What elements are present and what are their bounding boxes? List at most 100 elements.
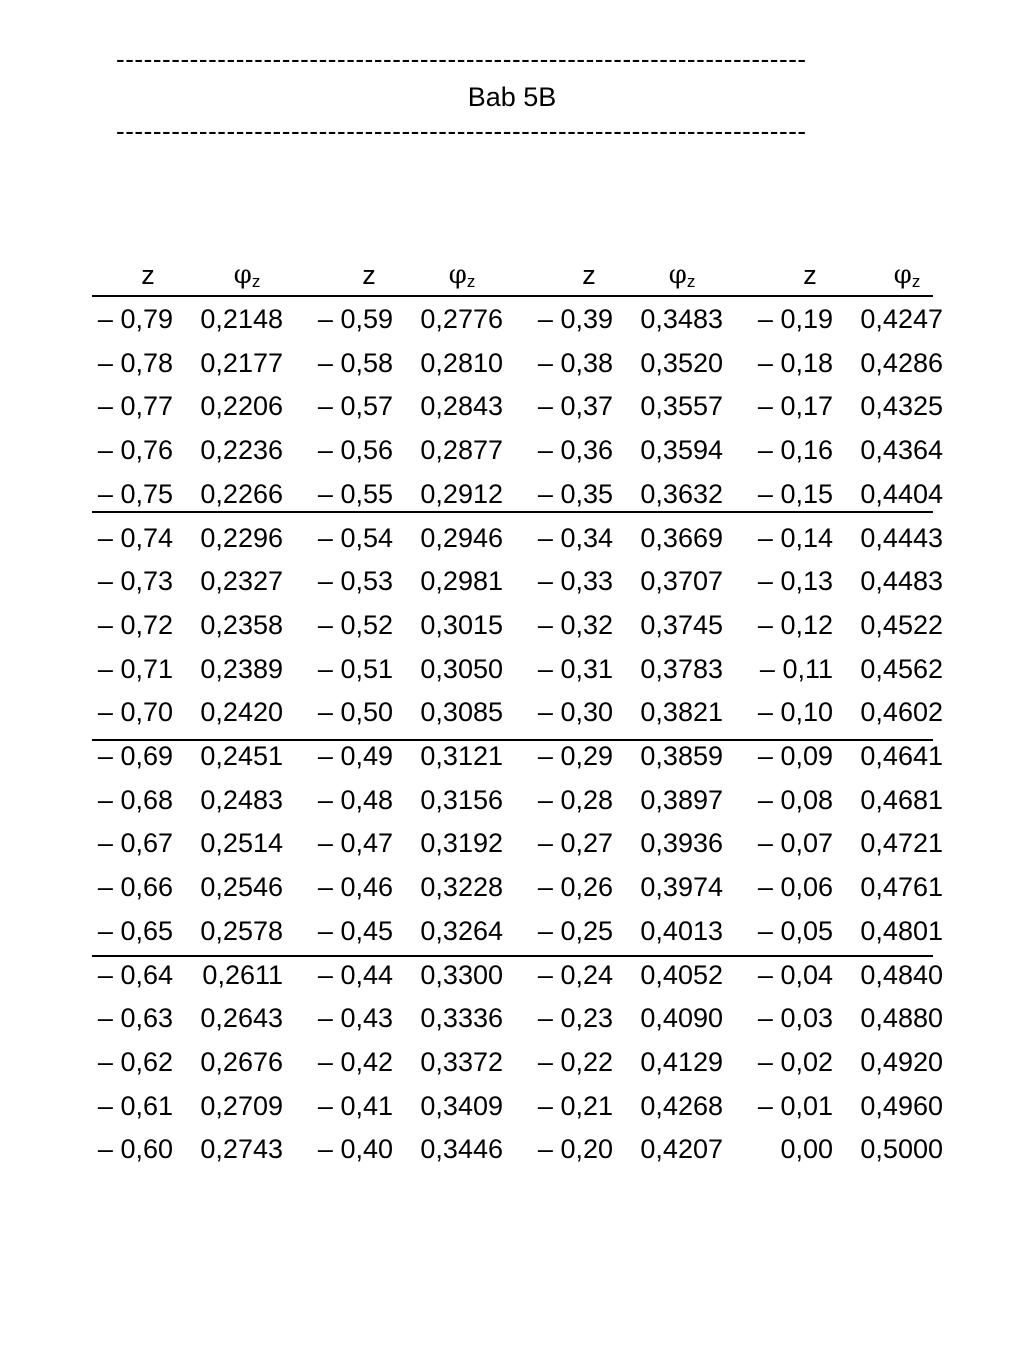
z-value-cell: – 0,09 — [757, 741, 833, 771]
z-value-cell: – 0,77 — [97, 391, 173, 422]
phi-value-cell: 0,3594 — [640, 435, 723, 466]
phi-value-cell: 0,3085 — [420, 697, 503, 728]
phi-value-cell: 0,3783 — [640, 653, 723, 684]
column-header-phi-z: φz — [893, 260, 921, 291]
phi-value-cell: 0,3707 — [640, 566, 723, 597]
phi-value-cell: 0,2327 — [200, 566, 283, 597]
phi-value-cell: 0,4286 — [860, 347, 943, 378]
phi-value-cell: 0,3446 — [420, 1134, 503, 1165]
z-value-cell: – 0,45 — [317, 915, 393, 946]
phi-value-cell: 0,2266 — [200, 478, 283, 509]
phi-value-cell: 0,2578 — [200, 915, 283, 946]
phi-value-cell: 0,2743 — [200, 1134, 283, 1165]
phi-value-cell: 0,3228 — [420, 872, 503, 903]
z-value-cell: – 0,07 — [757, 828, 833, 859]
phi-value-cell: 0,4920 — [860, 1046, 943, 1077]
phi-value-cell: 0,3936 — [640, 828, 723, 859]
z-value-cell: – 0,63 — [97, 1003, 173, 1034]
z-value-cell: – 0,55 — [317, 478, 393, 509]
phi-value-cell: 0,4404 — [860, 478, 943, 509]
phi-value-cell: 0,3669 — [640, 522, 723, 553]
table-rule — [92, 739, 933, 741]
z-value-cell: – 0,48 — [317, 784, 393, 815]
phi-value-cell: 0,2148 — [200, 304, 283, 334]
z-value-cell: – 0,59 — [317, 304, 393, 334]
z-value-cell: – 0,40 — [317, 1134, 393, 1165]
z-value-cell: – 0,69 — [97, 741, 173, 771]
phi-value-cell: 0,2206 — [200, 391, 283, 422]
phi-value-cell: 0,3974 — [640, 872, 723, 903]
z-value-cell: – 0,65 — [97, 915, 173, 946]
z-value-cell: – 0,32 — [537, 609, 613, 640]
z-value-cell: – 0,12 — [757, 609, 833, 640]
z-value-cell: – 0,24 — [537, 959, 613, 990]
phi-value-cell: 0,2912 — [420, 478, 503, 509]
phi-value-cell: 0,4801 — [860, 915, 943, 946]
z-value-cell: – 0,30 — [537, 697, 613, 728]
phi-value-cell: 0,3409 — [420, 1090, 503, 1121]
z-value-cell: – 0,22 — [537, 1046, 613, 1077]
z-value-cell: 0,00 — [780, 1134, 833, 1165]
phi-value-cell: 0,3557 — [640, 391, 723, 422]
phi-value-cell: 0,2358 — [200, 609, 283, 640]
phi-value-cell: 0,2843 — [420, 391, 503, 422]
phi-value-cell: 0,4443 — [860, 522, 943, 553]
z-value-cell: – 0,39 — [537, 304, 613, 334]
page-title: Bab 5B — [467, 82, 557, 112]
z-value-cell: – 0,78 — [97, 347, 173, 378]
phi-value-cell: 0,2451 — [200, 741, 283, 771]
phi-value-cell: 0,3015 — [420, 609, 503, 640]
phi-value-cell: 0,3520 — [640, 347, 723, 378]
z-value-cell: – 0,75 — [97, 478, 173, 509]
z-value-cell: – 0,19 — [757, 304, 833, 334]
phi-value-cell: 0,4268 — [640, 1090, 723, 1121]
z-value-cell: – 0,13 — [757, 566, 833, 597]
phi-value-cell: 0,3264 — [420, 915, 503, 946]
phi-value-cell: 0,3821 — [640, 697, 723, 728]
phi-value-cell: 0,4840 — [860, 959, 943, 990]
column-header-phi-z: φz — [448, 260, 476, 291]
z-value-cell: – 0,17 — [757, 391, 833, 422]
column-header-phi-z: φz — [668, 260, 696, 291]
z-value-cell: – 0,67 — [97, 828, 173, 859]
z-value-cell: – 0,36 — [537, 435, 613, 466]
z-value-cell: – 0,51 — [317, 653, 393, 684]
z-value-cell: – 0,46 — [317, 872, 393, 903]
phi-value-cell: 0,4721 — [860, 828, 943, 859]
z-value-cell: – 0,50 — [317, 697, 393, 728]
z-value-cell: – 0,35 — [537, 478, 613, 509]
phi-value-cell: 0,3483 — [640, 304, 723, 334]
phi-value-cell: 0,4129 — [640, 1046, 723, 1077]
z-value-cell: – 0,11 — [759, 653, 833, 684]
phi-value-cell: 0,2946 — [420, 522, 503, 553]
phi-value-cell: 0,4602 — [860, 697, 943, 728]
z-value-cell: – 0,29 — [537, 741, 613, 771]
z-value-cell: – 0,56 — [317, 435, 393, 466]
z-value-cell: – 0,27 — [537, 828, 613, 859]
column-header-z: z — [141, 260, 155, 290]
phi-value-cell: 0,3192 — [420, 828, 503, 859]
phi-value-cell: 0,2177 — [200, 347, 283, 378]
phi-value-cell: 0,3372 — [420, 1046, 503, 1077]
bottom-dashed-divider: ----------------------------------------… — [116, 116, 807, 146]
phi-value-cell: 0,3632 — [640, 478, 723, 509]
z-value-cell: – 0,16 — [757, 435, 833, 466]
z-value-cell: – 0,71 — [97, 653, 173, 684]
column-header-phi-z: φz — [233, 260, 261, 291]
phi-value-cell: 0,4013 — [640, 915, 723, 946]
phi-value-cell: 0,4364 — [860, 435, 943, 466]
phi-value-cell: 0,3121 — [420, 741, 503, 771]
z-value-cell: – 0,49 — [317, 741, 393, 771]
z-value-cell: – 0,18 — [757, 347, 833, 378]
z-value-cell: – 0,23 — [537, 1003, 613, 1034]
z-value-cell: – 0,37 — [537, 391, 613, 422]
phi-value-cell: 0,4880 — [860, 1003, 943, 1034]
phi-value-cell: 0,3336 — [420, 1003, 503, 1034]
z-value-cell: – 0,08 — [757, 784, 833, 815]
phi-value-cell: 0,4522 — [860, 609, 943, 640]
phi-value-cell: 0,2981 — [420, 566, 503, 597]
phi-value-cell: 0,2483 — [200, 784, 283, 815]
z-value-cell: – 0,01 — [757, 1090, 833, 1121]
z-value-cell: – 0,54 — [317, 522, 393, 553]
z-value-cell: – 0,60 — [97, 1134, 173, 1165]
